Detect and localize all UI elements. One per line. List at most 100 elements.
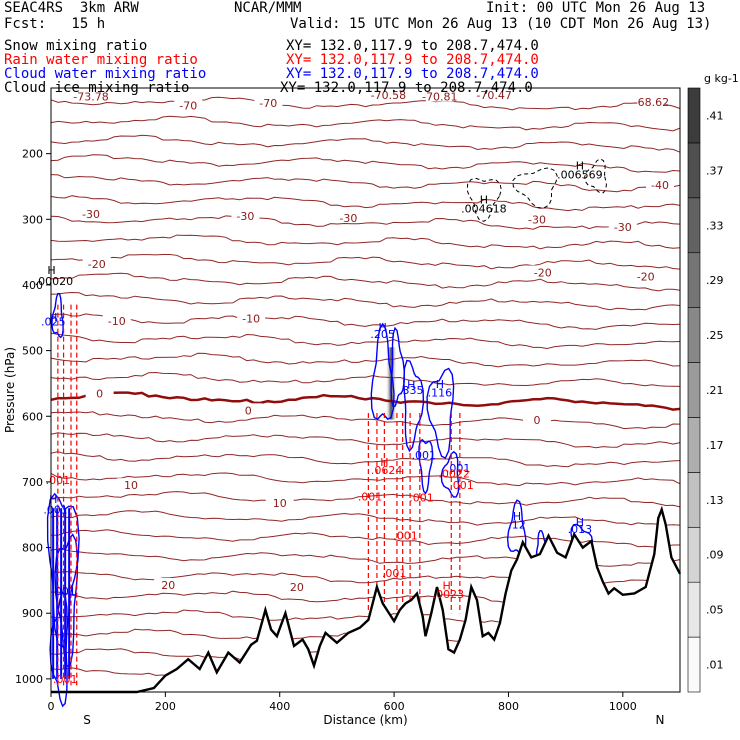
colorbar-tick-label: .13 [706, 494, 724, 507]
cloud-contour [54, 533, 79, 667]
colorbar-segment [687, 362, 701, 418]
x-tick-label: 800 [498, 700, 519, 713]
temp-label: -20 [637, 270, 655, 283]
colorbar-segment [687, 87, 701, 144]
temp-label-bg [645, 178, 674, 191]
annotation-label: H [407, 379, 415, 392]
colorbar-unit: g kg-1 [704, 72, 739, 85]
temp-label: 20 [290, 581, 304, 594]
annotation-label: .0023 [433, 588, 465, 601]
colorbar-tick-label: .41 [706, 109, 724, 122]
temp-label: -20 [88, 258, 106, 271]
plot-frame [50, 87, 681, 693]
isotherm [50, 332, 681, 350]
temp-label: -73.78 [73, 91, 108, 104]
isotherm [50, 313, 681, 330]
x-tick-label: 200 [155, 700, 176, 713]
temp-label-bg [117, 478, 146, 491]
annotation-label: .001 [409, 492, 434, 505]
south-end-label: S [83, 713, 91, 727]
temp-label: -20 [534, 266, 552, 279]
annotation-label: .013 [568, 523, 593, 536]
temp-label-bg [102, 314, 131, 327]
temp-label: -40 [651, 179, 669, 192]
annotation-label: H [576, 516, 584, 529]
colorbar-tick-label: .17 [706, 439, 724, 452]
temp-label-bg [637, 94, 666, 107]
isotherm [50, 115, 681, 132]
temp-label: -10 [108, 315, 126, 328]
annotation-label: .001 [43, 503, 68, 516]
ice-contour [512, 167, 558, 209]
temp-label: -68.62 [634, 96, 669, 109]
isotherm [50, 472, 681, 487]
annotation-label: .025 [41, 316, 66, 329]
freezing-isotherm [50, 390, 681, 411]
temp-label: 20 [161, 579, 175, 592]
temp-label-bg [231, 209, 260, 222]
isotherm [50, 411, 681, 430]
ice-contour [466, 177, 502, 222]
y-axis-label: Pressure (hPa) [3, 347, 17, 433]
temp-label-bg [85, 386, 114, 399]
colorbar-segment [687, 307, 701, 363]
isotherm [50, 174, 681, 193]
isotherm [50, 491, 681, 508]
cloud-contour [440, 450, 460, 498]
temp-label-bg [425, 89, 454, 102]
annotation-label: .205 [370, 328, 395, 341]
temp-label-bg [234, 403, 263, 416]
temp-label: -70.81 [422, 91, 457, 104]
y-tick-label: 200 [22, 148, 43, 161]
y-tick-label: 800 [22, 542, 43, 555]
isotherm [50, 215, 681, 230]
cloud-contour [426, 367, 455, 459]
annotation-label: H [49, 311, 57, 324]
temp-label-bg [480, 88, 509, 101]
annotation-label: .001 [412, 449, 437, 462]
colorbar-tick-label: .21 [706, 384, 724, 397]
cloud-contour [403, 359, 425, 453]
isotherm [50, 291, 681, 311]
isotherm [50, 352, 681, 368]
annotation-label: H [380, 456, 388, 469]
annotation-label: .001 [53, 673, 78, 686]
annotation-label: .001 [446, 462, 471, 475]
temp-label-bg [631, 269, 660, 282]
terrain-mask [51, 509, 680, 692]
temp-label-bg [237, 311, 266, 324]
isotherm [50, 254, 681, 270]
temp-label-bg [282, 579, 311, 592]
temp-label-bg [265, 495, 294, 508]
temp-label: -30 [528, 213, 546, 226]
temp-label-bg [374, 88, 403, 101]
isotherm [50, 154, 681, 173]
isotherm [50, 451, 681, 468]
x-tick-label: 0 [48, 700, 55, 713]
colorbar-segment [687, 197, 701, 254]
init-time: Init: 00 UTC Mon 26 Aug 13 [486, 0, 706, 16]
annotation-label: .00020 [35, 275, 74, 288]
temp-label-bg [608, 220, 637, 233]
y-tick-label: 600 [22, 410, 43, 423]
annotation-label: H [480, 194, 488, 207]
temp-label: -70 [259, 97, 277, 110]
annotation-label: H [443, 580, 451, 593]
isotherm [50, 234, 681, 250]
colorbar-segment [687, 417, 701, 473]
temp-label-bg [77, 207, 106, 220]
annotation-label: .001 [393, 530, 418, 543]
colorbar-segment [687, 472, 701, 528]
temp-label: -30 [614, 221, 632, 234]
y-tick-label: 400 [22, 279, 43, 292]
temp-label-bg [523, 212, 552, 225]
temp-label: 10 [273, 497, 287, 510]
isotherm [50, 96, 681, 111]
temp-label-bg [254, 96, 283, 109]
isotherm [50, 371, 681, 387]
temp-label: 0 [534, 414, 541, 427]
x-tick-label: 600 [384, 700, 405, 713]
colorbar-segment [687, 526, 701, 583]
isotherm [50, 272, 681, 292]
